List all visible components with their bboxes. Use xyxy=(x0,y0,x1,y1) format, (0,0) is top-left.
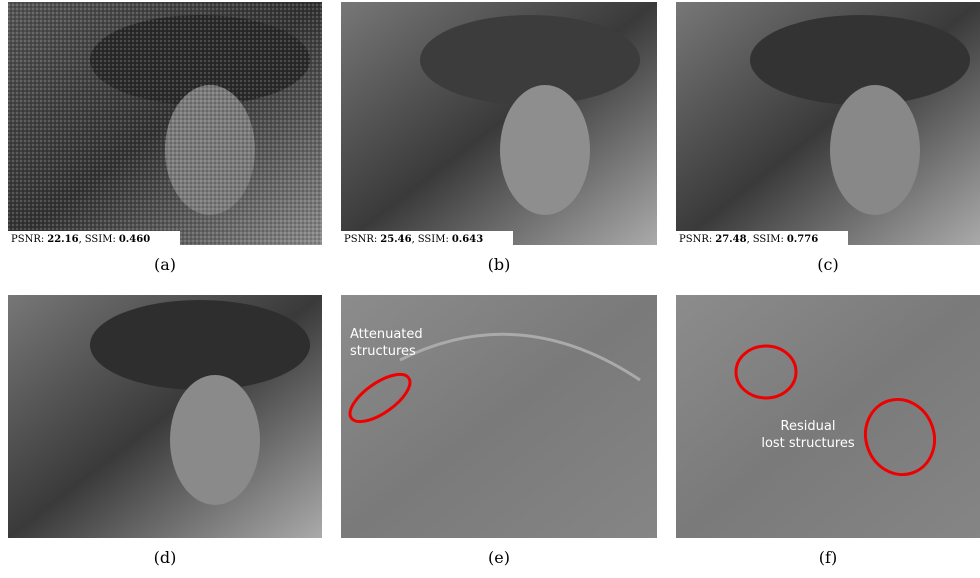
image-a xyxy=(8,2,322,245)
psnr-label: PSNR: xyxy=(344,234,377,245)
metrics: PSNR:22.16,SSIM:0.460 xyxy=(11,234,150,245)
annotation: Residual xyxy=(781,419,836,434)
ssim-value: 0.643 xyxy=(452,234,483,245)
ssim-label: SSIM: xyxy=(418,234,449,245)
panel-label: (f) xyxy=(819,548,837,567)
separator: , xyxy=(79,234,82,245)
image-d xyxy=(8,295,322,538)
ssim-value: 0.460 xyxy=(119,234,150,245)
figure: (a)PSNR:22.16,SSIM:0.460(b)PSNR:25.46,SS… xyxy=(0,0,980,578)
annotation: Attenuated xyxy=(350,327,423,342)
ssim-label: SSIM: xyxy=(753,234,784,245)
psnr-value: 27.48 xyxy=(715,234,746,245)
psnr-label: PSNR: xyxy=(679,234,712,245)
image-c xyxy=(676,2,980,245)
image-f xyxy=(676,295,980,538)
ssim-label: SSIM: xyxy=(85,234,116,245)
separator: , xyxy=(747,234,750,245)
panel-label: (c) xyxy=(817,255,838,274)
metrics: PSNR:25.46,SSIM:0.643 xyxy=(344,234,483,245)
metrics: PSNR:27.48,SSIM:0.776 xyxy=(679,234,818,245)
panel-label: (b) xyxy=(488,255,511,274)
annotation: structures xyxy=(350,344,416,359)
psnr-value: 25.46 xyxy=(380,234,411,245)
panel-label: (d) xyxy=(154,548,177,567)
annotation: lost structures xyxy=(761,436,855,451)
psnr-label: PSNR: xyxy=(11,234,44,245)
psnr-value: 22.16 xyxy=(47,234,78,245)
separator: , xyxy=(412,234,415,245)
ssim-value: 0.776 xyxy=(787,234,818,245)
panel-label: (e) xyxy=(488,548,510,567)
panel-label: (a) xyxy=(154,255,176,274)
image-b xyxy=(341,2,657,245)
